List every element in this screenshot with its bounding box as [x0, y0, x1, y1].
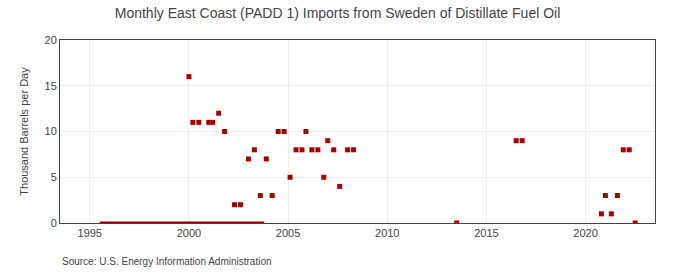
svg-text:2010: 2010: [375, 227, 399, 239]
svg-text:0: 0: [51, 217, 57, 229]
svg-text:10: 10: [45, 125, 57, 137]
svg-text:Source: U.S. Energy Informatio: Source: U.S. Energy Information Administ…: [62, 256, 272, 267]
svg-text:Thousand Barrels per Day: Thousand Barrels per Day: [18, 67, 30, 196]
svg-text:2015: 2015: [474, 227, 498, 239]
svg-text:15: 15: [45, 80, 57, 92]
svg-text:2000: 2000: [177, 227, 201, 239]
svg-text:2020: 2020: [573, 227, 597, 239]
svg-text:Monthly East Coast (PADD 1) Im: Monthly East Coast (PADD 1) Imports from…: [115, 5, 561, 21]
svg-text:5: 5: [51, 171, 57, 183]
svg-text:1995: 1995: [78, 227, 102, 239]
svg-text:20: 20: [45, 34, 57, 46]
svg-text:2005: 2005: [276, 227, 300, 239]
